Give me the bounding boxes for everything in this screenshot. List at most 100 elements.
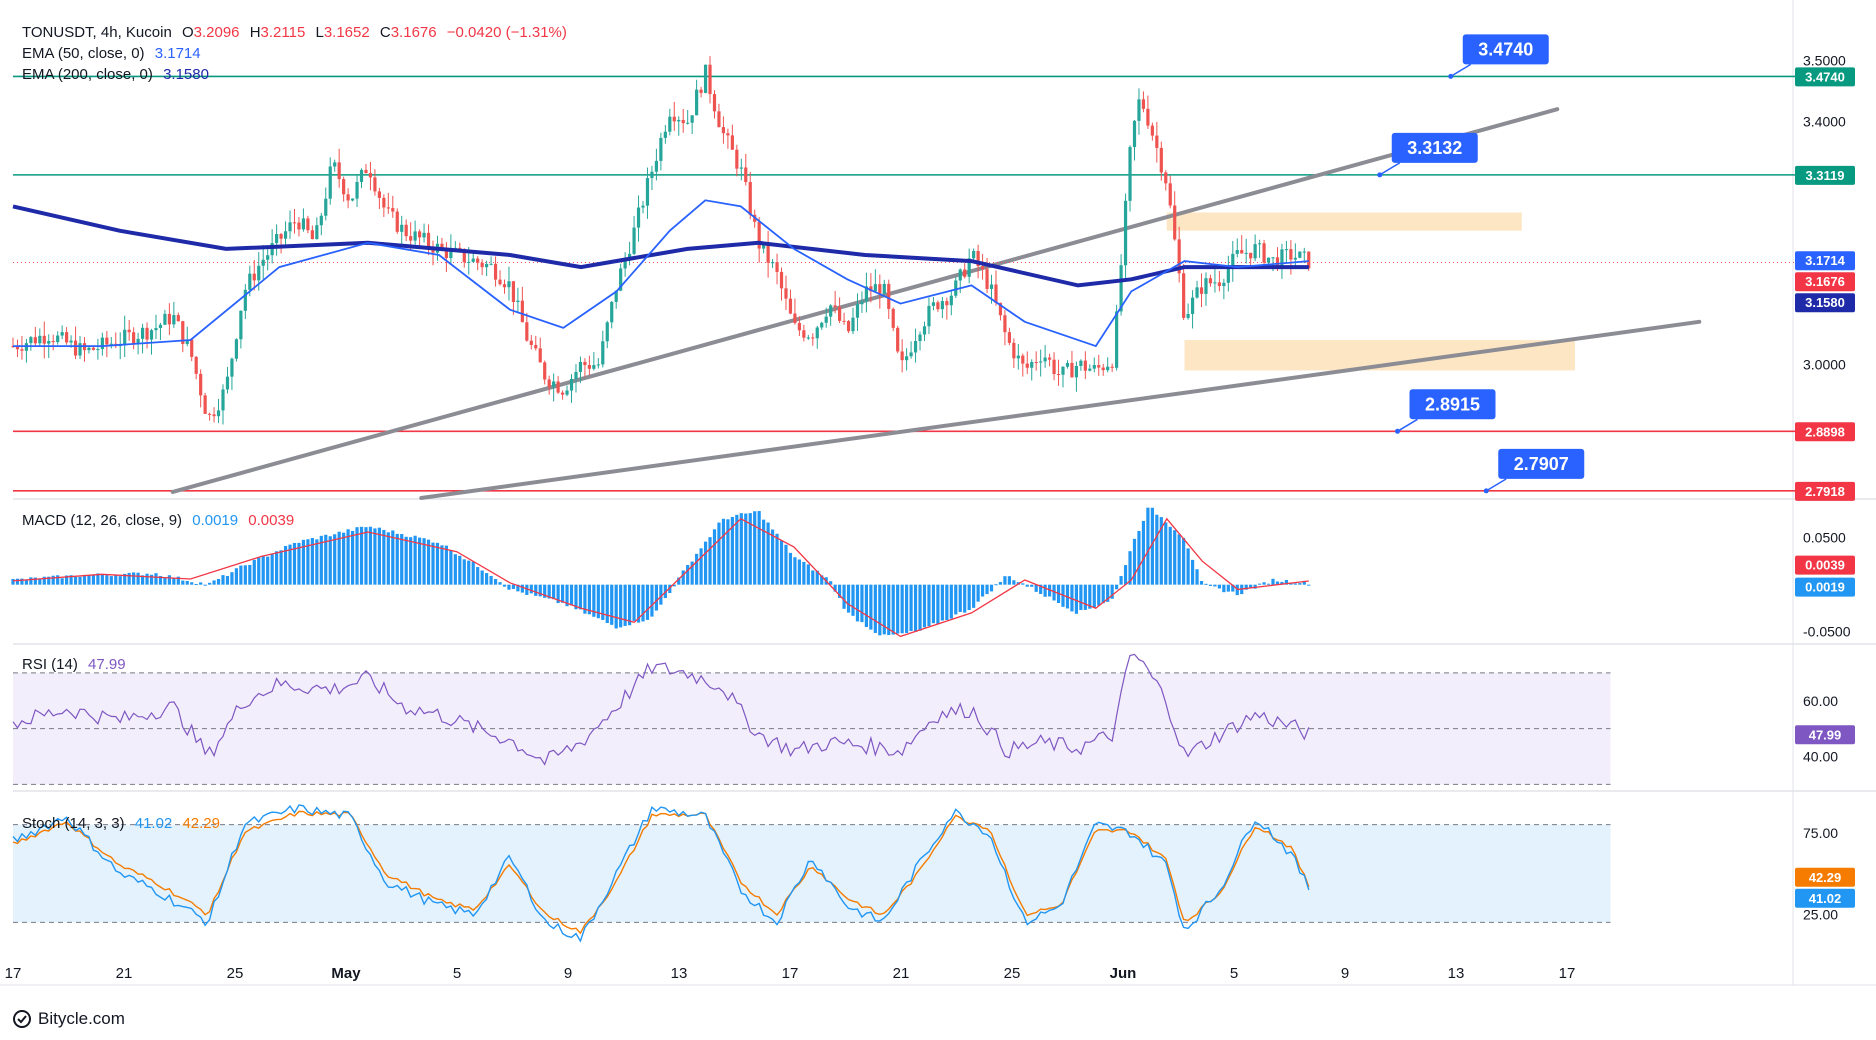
macd-histogram-bar — [775, 533, 779, 585]
candle-body — [270, 243, 274, 256]
macd-histogram-bar — [815, 570, 819, 585]
macd-histogram-bar — [145, 573, 149, 585]
macd-histogram-bar — [770, 529, 775, 585]
candle-body — [1182, 273, 1186, 318]
ema50-legend[interactable]: EMA (50, close, 0) 3.1714 — [22, 45, 207, 62]
candle-body — [480, 262, 484, 268]
candle-body — [1266, 257, 1271, 263]
candle-body — [51, 341, 55, 343]
candle-body — [283, 231, 288, 239]
macd-histogram-bar — [1097, 584, 1101, 606]
macd-histogram-bar — [489, 575, 493, 585]
candle-body — [1258, 243, 1262, 245]
macd-histogram-bar — [69, 575, 73, 585]
macd-histogram-bar — [1159, 517, 1163, 585]
macd-histogram-bar — [703, 541, 708, 585]
macd-histogram-bar — [837, 584, 842, 598]
macd-histogram-bar — [864, 584, 869, 628]
macd-histogram-bar — [998, 582, 1003, 585]
candle-body — [918, 334, 922, 342]
macd-histogram-bar — [118, 576, 122, 585]
candle-body — [507, 281, 511, 288]
candle-body — [833, 305, 837, 308]
candle-body — [87, 347, 91, 351]
candle-body — [73, 340, 78, 356]
macd-histogram-bar — [395, 533, 399, 585]
candle-body — [520, 300, 524, 323]
candle-body — [1088, 368, 1092, 371]
candle-body — [127, 329, 131, 333]
candle-body — [1217, 282, 1221, 287]
macd-histogram-bar — [288, 544, 292, 585]
candle-body — [1208, 278, 1213, 284]
time-tick-label: 5 — [1230, 965, 1238, 982]
candle-body — [940, 301, 944, 310]
candle-body — [386, 207, 390, 209]
candle-body — [565, 390, 569, 395]
open-label: O — [181, 24, 194, 41]
macd-histogram-bar — [1253, 584, 1257, 589]
candle-body — [610, 301, 614, 323]
macd-histogram-bar — [851, 584, 855, 616]
macd-histogram-bar — [1293, 583, 1297, 585]
footer-brand[interactable]: Bitycle.com — [12, 1009, 125, 1029]
macd-histogram-bar — [543, 584, 547, 598]
candle-body — [574, 371, 578, 379]
candle-body — [382, 197, 386, 208]
candle-body — [516, 300, 520, 302]
candle-body — [735, 149, 739, 169]
macd-histogram-bar — [1012, 580, 1016, 585]
candle-body — [33, 337, 37, 344]
macd-axis-badge-bg — [1795, 577, 1855, 597]
candle-body — [1298, 251, 1302, 258]
macd-histogram-bar — [440, 545, 444, 585]
candle-body — [1016, 355, 1020, 359]
candle-body — [359, 169, 364, 182]
macd-histogram-bar — [963, 584, 967, 613]
candle-body — [404, 224, 408, 237]
candle-body — [1275, 257, 1280, 268]
candle-body — [717, 111, 721, 128]
macd-histogram-bar — [212, 580, 216, 585]
macd-histogram-bar — [458, 555, 462, 585]
macd-histogram-bar — [627, 584, 632, 626]
macd-histogram-bar — [1007, 576, 1011, 585]
stoch-tick-label: 25.00 — [1803, 906, 1838, 922]
stoch-legend[interactable]: Stoch (14, 3, 3) 41.02 42.29 — [22, 815, 226, 832]
price-axis-badge: 3.1676 — [1805, 274, 1845, 289]
macd-histogram-bar — [239, 565, 243, 585]
macd-histogram-bar — [324, 534, 328, 585]
macd-histogram-bar — [1150, 507, 1154, 585]
macd-histogram-bar — [931, 584, 936, 624]
macd-histogram-bar — [199, 582, 203, 585]
candle-body — [627, 253, 632, 259]
rsi-legend[interactable]: RSI (14) 47.99 — [22, 656, 132, 673]
macd-histogram-bar — [467, 560, 471, 585]
macd-axis-badge: 0.0039 — [1805, 558, 1845, 573]
rsi-band — [13, 672, 1611, 785]
candle-body — [69, 340, 73, 343]
ema200-legend[interactable]: EMA (200, close, 0) 3.1580 — [22, 66, 215, 83]
candle-body — [802, 330, 806, 338]
candle-body — [1039, 361, 1043, 363]
macd-histogram-bar — [1164, 522, 1168, 585]
candle-body — [123, 329, 127, 344]
macd-histogram-bar — [1244, 584, 1248, 590]
macd-histogram-bar — [42, 576, 46, 585]
candle-body — [543, 362, 547, 380]
candle-body — [958, 269, 962, 281]
candle-body — [703, 64, 708, 93]
candle-body — [913, 341, 918, 353]
candle-body — [1249, 252, 1253, 259]
macd-histogram-bar — [1217, 584, 1221, 589]
macd-histogram-bar — [507, 584, 511, 590]
candle-body — [980, 266, 985, 270]
candle-body — [954, 280, 958, 296]
candle-body — [324, 198, 328, 216]
macd-legend[interactable]: MACD (12, 26, close, 9) 0.0019 0.0039 — [22, 512, 300, 529]
macd-histogram-bar — [47, 576, 51, 585]
macd-histogram-bar — [940, 584, 944, 621]
candle-body — [319, 215, 323, 226]
macd-histogram-bar — [659, 584, 663, 605]
